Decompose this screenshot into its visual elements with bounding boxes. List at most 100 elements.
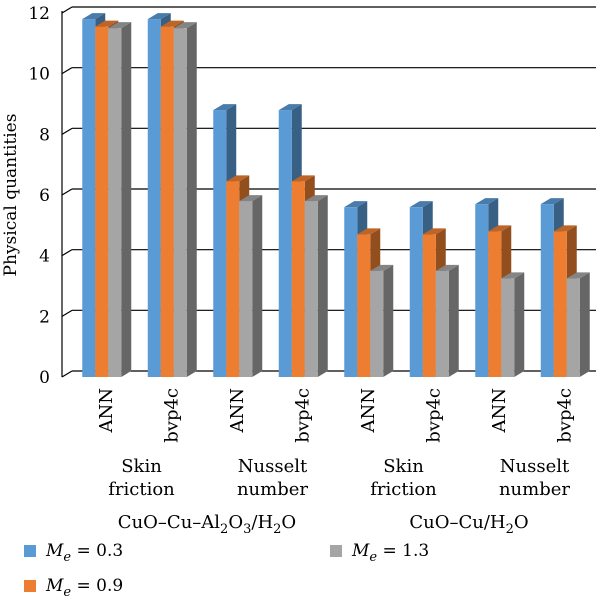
y-axis-label: Physical quantities (1, 114, 21, 277)
legend: Me = 0.3 Me = 0.9 Me = 1.3 (24, 541, 429, 600)
bar-front (108, 28, 122, 378)
bar (304, 195, 328, 377)
bar (566, 272, 590, 377)
bar-front (422, 234, 436, 377)
bar-top (95, 20, 119, 27)
bar-front (239, 201, 253, 377)
bar-front (291, 181, 305, 377)
legend-swatch (330, 545, 342, 557)
legend-label: Me = 1.3 (351, 541, 429, 565)
bar (173, 22, 197, 378)
bar-front (409, 207, 423, 377)
bar-front (213, 110, 227, 378)
legend-item: Me = 0.3 (24, 541, 123, 565)
gridline-diagonal (61, 67, 73, 75)
bar-top (291, 175, 315, 182)
x-tick-label: bvp4c (554, 388, 575, 443)
bar-front (553, 231, 567, 377)
bar-top (213, 104, 237, 111)
bar-front (82, 19, 96, 378)
bar (435, 264, 459, 377)
bar-top (239, 195, 263, 202)
bar-front (147, 19, 161, 378)
bar-front (344, 207, 358, 377)
x-tick-label: bvp4c (423, 388, 444, 443)
bar-front (173, 28, 187, 378)
bar-top (540, 198, 564, 205)
quantity-group-label: Nusselt (500, 456, 570, 477)
fluid-group-label: CuO–Cu–Al2O3/H2O (118, 512, 296, 537)
y-tick-label: 4 (39, 247, 50, 267)
bar-front (566, 278, 580, 377)
bar (370, 264, 394, 377)
bar-top (160, 20, 184, 27)
bar-top (409, 201, 433, 208)
bar-front (501, 278, 515, 377)
bar-top (475, 198, 499, 205)
x-axis: ANN bvp4c ANN bvp4c ANN bvp4c ANN bvp4cSkinfric… (96, 388, 576, 537)
quantity-group-label: Skin (383, 456, 424, 477)
bar-top (304, 195, 328, 202)
gridline-diagonal (61, 309, 73, 317)
quantity-group-label: number (237, 479, 308, 500)
gridline-diagonal (61, 370, 73, 378)
bar-front (278, 110, 292, 378)
bar-top (566, 272, 590, 279)
y-tick-label: 10 (28, 65, 50, 85)
quantity-group-label: Skin (121, 456, 162, 477)
y-tick-label: 2 (39, 307, 50, 327)
bar-side (252, 195, 263, 377)
bar-side (514, 272, 525, 377)
bar-side (121, 22, 132, 378)
bar-front (488, 231, 502, 377)
bar (501, 272, 525, 377)
legend-item: Me = 1.3 (330, 541, 429, 565)
y-tick-label: 6 (39, 186, 50, 206)
legend-label: Me = 0.3 (45, 541, 123, 565)
x-tick-label: bvp4c (161, 388, 182, 443)
legend-swatch (24, 580, 36, 592)
bar-top (370, 264, 394, 271)
x-tick-label: bvp4c (292, 388, 313, 443)
bar-side (317, 195, 328, 377)
bars (82, 13, 590, 378)
bar-top (357, 228, 381, 235)
bar (239, 195, 263, 377)
bar-top (108, 22, 132, 29)
bar-front (160, 26, 174, 378)
bar-top (501, 272, 525, 279)
bar-top (147, 13, 171, 20)
bar-top (435, 264, 459, 271)
x-tick-label: ANN (358, 388, 379, 434)
bar-top (344, 201, 368, 208)
gridline-diagonal (61, 188, 73, 196)
quantity-group-label: Nusselt (238, 456, 308, 477)
bar-top (82, 13, 106, 20)
fluid-group-label: CuO–Cu/H2O (409, 512, 528, 537)
gridline-diagonal (61, 249, 73, 257)
bar (108, 22, 132, 378)
bar-front (435, 270, 449, 377)
gridline-diagonal (61, 6, 73, 14)
y-tick-label: 12 (28, 4, 50, 24)
bar-top (553, 225, 577, 232)
bar-side (383, 264, 394, 377)
bar-top (488, 225, 512, 232)
x-tick-label: ANN (227, 388, 248, 434)
x-tick-label: ANN (489, 388, 510, 434)
bar-front (95, 26, 109, 378)
bar-top (422, 228, 446, 235)
bar-front (370, 270, 384, 377)
bar-top (226, 175, 250, 182)
bar-front (475, 204, 489, 377)
bar-top (278, 104, 302, 111)
quantity-group-label: friction (108, 479, 175, 500)
bar-front (540, 204, 554, 377)
bar-side (579, 272, 590, 377)
y-tick-label: 0 (39, 368, 50, 388)
legend-item: Me = 0.9 (24, 576, 123, 600)
bar-front (357, 234, 371, 377)
y-axis: 0 2 4 6 8 10 12 (28, 4, 63, 388)
gridline-diagonal (61, 127, 73, 135)
